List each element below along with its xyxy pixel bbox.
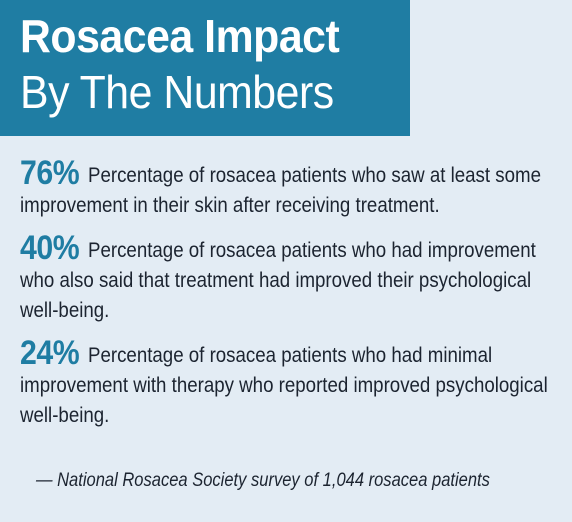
stats-list: 76% Percentage of rosacea patients who s… (20, 156, 572, 443)
stat-number: 40% (20, 229, 80, 267)
stat-description: Percentage of rosacea patients who had m… (20, 344, 548, 427)
page-subtitle: By The Numbers (20, 66, 334, 118)
stat-item: 40% Percentage of rosacea patients who h… (20, 231, 563, 326)
source-citation: — National Rosacea Society survey of 1,0… (36, 470, 490, 491)
page-title: Rosacea Impact (20, 10, 340, 62)
stat-description: Percentage of rosacea patients who saw a… (20, 164, 541, 217)
stat-number: 24% (20, 334, 80, 372)
stat-item: 24% Percentage of rosacea patients who h… (20, 336, 563, 431)
stat-number: 76% (20, 154, 80, 192)
title-banner: Rosacea Impact By The Numbers (0, 0, 410, 136)
stat-description: Percentage of rosacea patients who had i… (20, 239, 536, 322)
stat-item: 76% Percentage of rosacea patients who s… (20, 156, 563, 221)
